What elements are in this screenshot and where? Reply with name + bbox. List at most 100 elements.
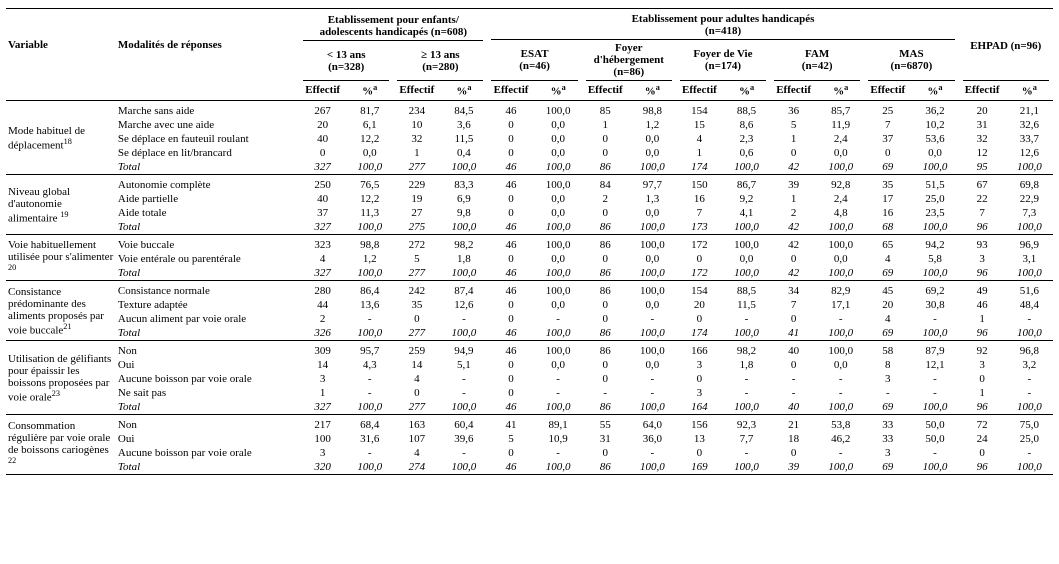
pct-cell: -	[723, 446, 770, 460]
effectif-cell: 19	[393, 192, 440, 206]
effectif-cell: 67	[959, 178, 1006, 192]
effectif-cell: 39	[770, 178, 817, 192]
effectif-cell: 234	[393, 104, 440, 118]
pct-cell: 12,1	[911, 358, 958, 372]
table-row: Aucun aliment par voie orale2-0-0-0-0-0-…	[6, 312, 1053, 326]
effectif-cell: 27	[393, 206, 440, 220]
effectif-cell: 96	[959, 220, 1006, 235]
pct-cell: -	[817, 312, 864, 326]
table-page: Variable Modalités de réponses Etablisse…	[0, 0, 1059, 483]
effectif-cell: 1	[393, 146, 440, 160]
pct-cell: 11,5	[440, 132, 487, 146]
pct-cell: 85,7	[817, 104, 864, 118]
col-pct: %a	[346, 81, 393, 100]
effectif-cell: 0	[582, 206, 629, 220]
pct-cell: -	[1006, 386, 1053, 400]
pct-cell: 1,8	[440, 252, 487, 266]
pct-cell: 4,1	[723, 206, 770, 220]
pct-cell: 89,1	[535, 418, 582, 432]
pct-cell: 4,8	[817, 206, 864, 220]
pct-cell: 48,4	[1006, 298, 1053, 312]
modality-label: Total	[116, 266, 299, 281]
pct-cell: 0,0	[911, 146, 958, 160]
effectif-cell: 68	[864, 220, 911, 235]
effectif-cell: 0	[676, 312, 723, 326]
effectif-cell: 0	[582, 358, 629, 372]
pct-cell: 100,0	[817, 160, 864, 175]
pct-cell: 36,0	[629, 432, 676, 446]
pct-cell: 100,0	[911, 266, 958, 281]
pct-cell: 36,2	[911, 104, 958, 118]
effectif-cell: 58	[864, 344, 911, 358]
effectif-cell: 280	[299, 284, 346, 298]
pct-cell: 100,0	[440, 400, 487, 415]
effectif-cell: 45	[864, 284, 911, 298]
modality-label: Ne sait pas	[116, 386, 299, 400]
pct-cell: 0,6	[723, 146, 770, 160]
effectif-cell: 41	[487, 418, 534, 432]
pct-cell: -	[440, 312, 487, 326]
modality-label: Aucun aliment par voie orale	[116, 312, 299, 326]
pct-cell: 100,0	[723, 160, 770, 175]
modality-label: Aide totale	[116, 206, 299, 220]
effectif-cell: 0	[770, 446, 817, 460]
effectif-cell: 4	[676, 132, 723, 146]
effectif-cell: 0	[582, 252, 629, 266]
pct-cell: 100,0	[911, 460, 958, 475]
effectif-cell: 96	[959, 266, 1006, 281]
effectif-cell: -	[770, 372, 817, 386]
effectif-cell: 323	[299, 238, 346, 252]
pct-cell: 53,6	[911, 132, 958, 146]
pct-cell: 0,0	[629, 252, 676, 266]
effectif-cell: 69	[864, 400, 911, 415]
pct-cell: -	[535, 312, 582, 326]
pct-cell: 2,4	[817, 192, 864, 206]
pct-cell: 12,6	[440, 298, 487, 312]
effectif-cell: 2	[299, 312, 346, 326]
pct-cell: 5,1	[440, 358, 487, 372]
effectif-cell: 40	[770, 344, 817, 358]
pct-cell: -	[1006, 446, 1053, 460]
effectif-cell: 46	[487, 266, 534, 281]
sub-mas: MAS (n=6870)	[864, 40, 958, 80]
pct-cell: 100,0	[346, 160, 393, 175]
pct-cell: 100,0	[911, 400, 958, 415]
pct-cell: 0,0	[535, 252, 582, 266]
effectif-cell: 1	[676, 146, 723, 160]
effectif-cell: 309	[299, 344, 346, 358]
effectif-cell: 72	[959, 418, 1006, 432]
pct-cell: 39,6	[440, 432, 487, 446]
pct-cell: 51,6	[1006, 284, 1053, 298]
table-head: Variable Modalités de réponses Etablisse…	[6, 9, 1053, 101]
pct-cell: 21,1	[1006, 104, 1053, 118]
pct-cell: -	[817, 386, 864, 400]
effectif-cell: 0	[864, 146, 911, 160]
table-row: Aucune boisson par voie orale3-4-0-0-0--…	[6, 372, 1053, 386]
table-body: Mode habituel de déplacement18Marche san…	[6, 100, 1053, 474]
effectif-cell: 42	[770, 220, 817, 235]
effectif-cell: 17	[864, 192, 911, 206]
pct-cell: 88,5	[723, 104, 770, 118]
pct-cell: -	[911, 446, 958, 460]
table-row: Oui10031,610739,6510,93136,0137,71846,23…	[6, 432, 1053, 446]
sub-lt13: < 13 ans (n=328)	[299, 41, 393, 80]
pct-cell: -	[723, 312, 770, 326]
effectif-cell: 327	[299, 220, 346, 235]
header-eff-pct-row: Effectif %a Effectif %a Effectif %a Effe…	[6, 81, 1053, 100]
pct-cell: 100,0	[440, 266, 487, 281]
effectif-cell: 32	[393, 132, 440, 146]
effectif-cell: 21	[770, 418, 817, 432]
effectif-cell: 250	[299, 178, 346, 192]
effectif-cell: 2	[770, 206, 817, 220]
pct-cell: 69,8	[1006, 178, 1053, 192]
pct-cell: 100,0	[629, 344, 676, 358]
effectif-cell: 1	[770, 132, 817, 146]
effectif-cell: 55	[582, 418, 629, 432]
pct-cell: 0,0	[535, 146, 582, 160]
pct-cell: 1,2	[629, 118, 676, 132]
sub-foyer-heb: Foyer d'hébergement (n=86)	[582, 40, 676, 80]
effectif-cell: 69	[864, 460, 911, 475]
effectif-cell: 40	[299, 132, 346, 146]
pct-cell: 17,1	[817, 298, 864, 312]
pct-cell: 6,1	[346, 118, 393, 132]
